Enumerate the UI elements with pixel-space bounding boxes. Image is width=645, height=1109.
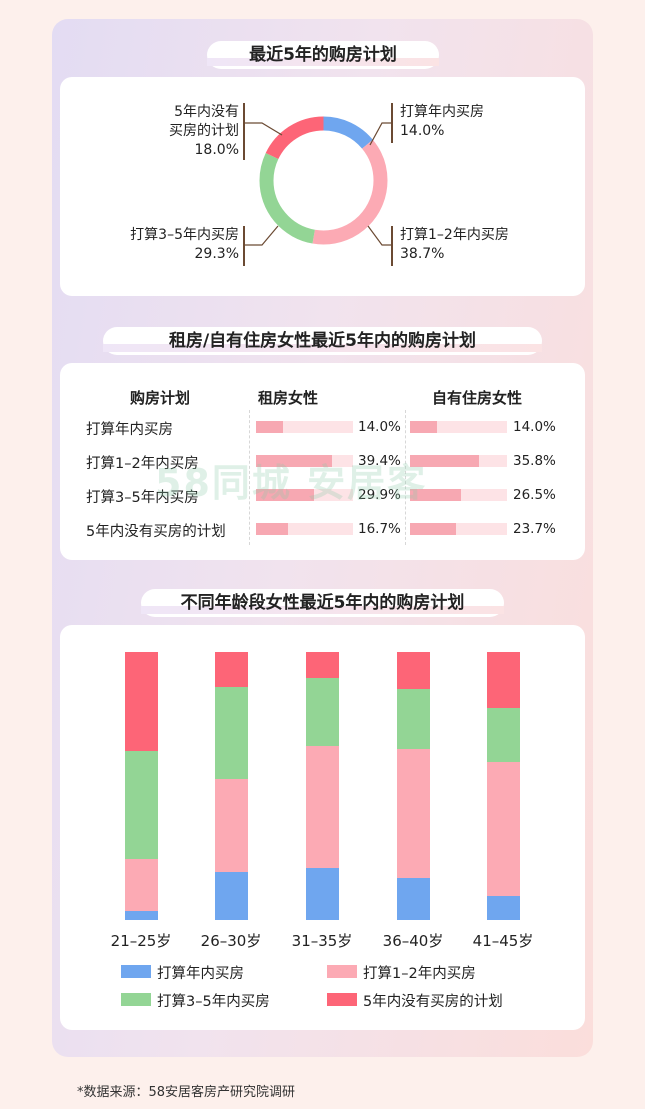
label-bracket (391, 226, 393, 266)
pct-own: 23.7% (513, 521, 556, 537)
bar-segment (214, 872, 248, 920)
section3-title: 不同年龄段女性最近5年内的购房计划 (141, 589, 504, 617)
bar-segment (305, 652, 339, 679)
header-own: 自有住房女性 (432, 389, 523, 407)
bar-fill-rent (256, 421, 284, 433)
label-bracket (243, 226, 245, 266)
x-axis-label: 21–25岁 (110, 932, 172, 950)
legend-swatch-red (327, 993, 357, 1006)
stacked-bar (486, 652, 520, 920)
bar-segment (214, 779, 248, 873)
donut-label-2: 打算1–2年内买房 38.7% (400, 227, 509, 262)
x-axis-label: 36–40岁 (382, 932, 444, 950)
column-divider (405, 410, 406, 545)
header-rent: 租房女性 (258, 389, 319, 407)
bar-fill-own (410, 455, 480, 467)
donut-label-1: 打算年内买房 14.0% (400, 104, 484, 139)
legend-label: 打算1–2年内买房 (363, 966, 476, 982)
legend-label: 打算3–5年内买房 (157, 994, 270, 1010)
bar-segment (214, 686, 248, 780)
bar-track-rent (256, 523, 353, 535)
bar-segment (305, 678, 339, 746)
stacked-bar (305, 652, 339, 920)
x-axis-label: 26–30岁 (200, 932, 262, 950)
donut-slice-3-5-years (259, 116, 388, 245)
bar-fill-rent (256, 523, 289, 535)
pct-rent: 39.4% (358, 453, 401, 469)
label-bracket (391, 103, 393, 143)
bar-segment (124, 858, 158, 911)
bar-fill-own (410, 489, 462, 501)
stacked-bar (396, 652, 430, 920)
bar-segment (396, 749, 430, 878)
section1-title: 最近5年的购房计划 (207, 41, 439, 69)
pct-rent: 29.9% (358, 487, 401, 503)
bar-segment (486, 708, 520, 762)
bar-track-own (410, 421, 507, 433)
bar-track-rent (256, 455, 353, 467)
leader-lines (243, 122, 391, 246)
bar-segment (486, 761, 520, 896)
bar-segment (396, 652, 430, 689)
legend-swatch-pink (327, 965, 357, 978)
pct-rent: 14.0% (358, 419, 401, 435)
donut-slice-no-plan (259, 116, 388, 245)
column-divider (249, 410, 250, 545)
donut-panel (60, 77, 585, 296)
row-label: 打算年内买房 (86, 422, 173, 438)
bar-fill-own (410, 523, 456, 535)
bar-segment (305, 745, 339, 868)
x-axis-label: 41–45岁 (472, 932, 534, 950)
pct-own: 35.8% (513, 453, 556, 469)
row-label: 5年内没有买房的计划 (86, 524, 226, 540)
bar-segment (396, 688, 430, 750)
bar-segment (124, 751, 158, 859)
bar-segment (486, 652, 520, 709)
donut-label-3: 打算3–5年内买房 29.3% (130, 227, 239, 262)
legend-label: 5年内没有买房的计划 (363, 994, 503, 1010)
donut-label-4: 5年内没有 买房的计划 18.0% (169, 104, 239, 158)
bar-track-own (410, 489, 507, 501)
bar-track-rent (256, 421, 353, 433)
bar-segment (124, 652, 158, 752)
watermark: 58同城 安居客 (155, 461, 428, 505)
bar-segment (214, 652, 248, 687)
stacked-bar (214, 652, 248, 920)
bar-segment (486, 895, 520, 920)
label-bracket (243, 103, 245, 160)
bar-fill-rent (256, 455, 333, 467)
pct-own: 26.5% (513, 487, 556, 503)
legend-swatch-blue (121, 965, 151, 978)
bar-fill-rent (256, 489, 314, 501)
bar-fill-own (410, 421, 438, 433)
row-label: 打算3–5年内买房 (86, 490, 199, 506)
row-label: 打算1–2年内买房 (86, 456, 199, 472)
header-plan: 购房计划 (130, 389, 191, 407)
donut-chart (259, 116, 388, 245)
data-source-note: *数据来源：58安居客房产研究院调研 (77, 1085, 296, 1100)
legend-swatch-green (121, 993, 151, 1006)
donut-slice-1-2-years (259, 116, 388, 245)
bar-segment (124, 910, 158, 920)
bar-track-rent (256, 489, 353, 501)
bar-track-own (410, 455, 507, 467)
pct-own: 14.0% (513, 419, 556, 435)
legend-label: 打算年内买房 (157, 966, 244, 982)
bar-track-own (410, 523, 507, 535)
pct-rent: 16.7% (358, 521, 401, 537)
bar-segment (305, 867, 339, 920)
x-axis-label: 31–35岁 (291, 932, 353, 950)
section2-title: 租房/自有住房女性最近5年内的购房计划 (103, 327, 542, 355)
stacked-bar (124, 652, 158, 920)
bar-segment (396, 877, 430, 920)
